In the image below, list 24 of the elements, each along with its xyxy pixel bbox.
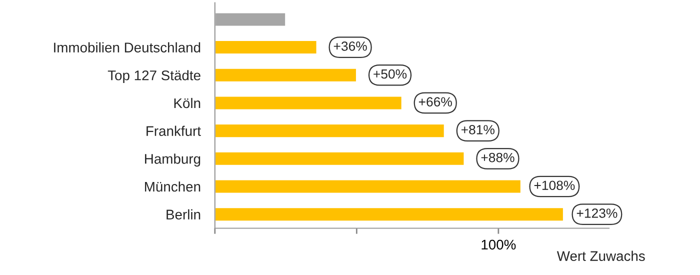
y-tick-label: Köln bbox=[174, 98, 200, 108]
y-tick-label: Top 127 Städte bbox=[108, 70, 200, 84]
data-label: +108% bbox=[534, 180, 575, 190]
y-tick-label: Frankfurt bbox=[146, 126, 201, 136]
bar bbox=[214, 150, 466, 166]
y-tick-label: München bbox=[145, 181, 200, 192]
data-label: +88% bbox=[481, 152, 514, 162]
data-label: +123% bbox=[576, 208, 618, 218]
y-tick-label: Berlin bbox=[166, 209, 200, 220]
x-axis-title: Wert Zuwachs bbox=[556, 250, 645, 261]
bar bbox=[214, 12, 286, 28]
bar bbox=[214, 95, 403, 111]
data-label: +36% bbox=[334, 41, 367, 51]
x-tick-label: 100% bbox=[482, 240, 516, 250]
bar bbox=[214, 206, 564, 222]
bar bbox=[214, 178, 522, 194]
data-label: +50% bbox=[374, 69, 407, 79]
y-tick-label: Immobilien Deutschland bbox=[54, 42, 200, 52]
bar bbox=[214, 40, 318, 55]
bar bbox=[214, 67, 358, 83]
bar bbox=[214, 123, 446, 138]
data-label: +66% bbox=[418, 97, 452, 107]
data-label: +81% bbox=[461, 125, 494, 134]
y-tick-label: Hamburg bbox=[145, 154, 200, 167]
